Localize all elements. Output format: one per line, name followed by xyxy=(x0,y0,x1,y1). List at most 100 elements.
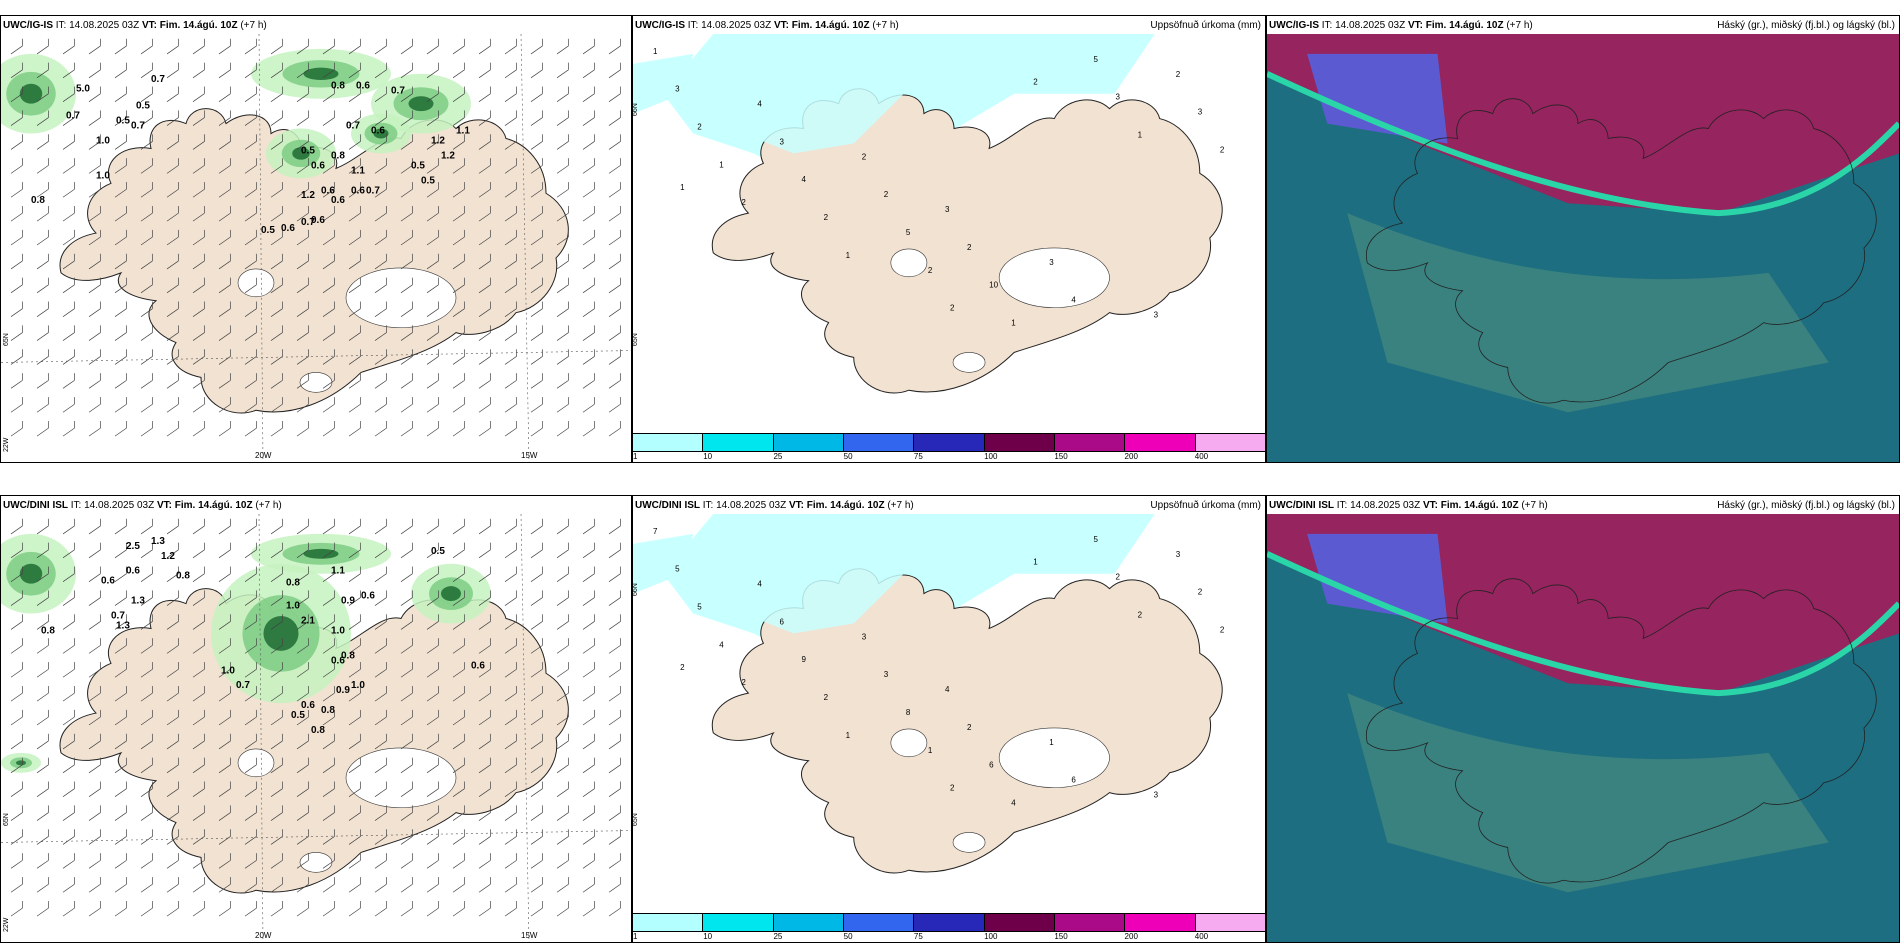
wind-barb xyxy=(166,134,179,150)
precip-value-label: 1 xyxy=(846,731,851,740)
wind-barb xyxy=(400,158,413,174)
wind-barb xyxy=(452,900,465,917)
wind-barb xyxy=(530,781,543,797)
wind-barb xyxy=(400,62,413,79)
wind-barb xyxy=(166,709,179,726)
wind-barb xyxy=(88,685,101,702)
wind-barb xyxy=(140,614,153,630)
wind-map[interactable]: 5.0 0.7 0.7 1.0 0.5 0.7 0.5 0.8 1.0 0.8 0.6 0.7 0.6 0… xyxy=(1,34,631,462)
low-cloud-band xyxy=(1267,71,1899,217)
precip-value-label: 2 xyxy=(741,198,746,207)
precip-map[interactable]: 7 4 3 4 1 3 5 6 3 2 6 3 5 9 8 6 5 2 4 2 1 4 2 2 2 1 2 1 2 2 xyxy=(633,514,1265,912)
wind-barb xyxy=(348,110,361,126)
wind-barb xyxy=(140,829,153,845)
wind-barb xyxy=(322,900,335,917)
lat-tick-66n: 66N xyxy=(632,583,639,596)
wind-barb xyxy=(374,614,387,630)
wind-value-label: 0.6 xyxy=(331,195,345,206)
precip-area xyxy=(633,53,694,114)
wind-barb xyxy=(426,86,439,102)
wind-barb xyxy=(62,590,75,606)
wind-barb xyxy=(608,662,621,678)
wind-map[interactable]: 2.5 1.3 1.2 0.6 0.6 0.8 1.3 1.3 0.7 0.8 1.0 0.7 0.8 1… xyxy=(1,514,631,942)
wind-barb xyxy=(62,62,75,79)
wind-barb xyxy=(608,229,621,246)
wind-barb xyxy=(270,733,283,750)
wind-barb xyxy=(452,349,465,365)
precip-value-label: 2 xyxy=(950,304,955,313)
cloud-map[interactable] xyxy=(1267,514,1899,942)
wind-barb xyxy=(504,397,517,413)
wind-barb xyxy=(36,110,49,126)
wind-barb xyxy=(296,182,309,198)
wind-barb xyxy=(530,685,543,702)
wind-barb xyxy=(478,518,491,535)
wind-barb xyxy=(348,877,361,893)
precip-map-svg: 7 4 3 4 1 3 5 6 3 2 6 3 5 9 8 6 5 2 4 2 1 4 2 2 2 1 2 1 2 2 xyxy=(633,514,1225,874)
wind-value-label: 0.8 xyxy=(331,150,345,161)
wind-barb xyxy=(426,349,439,365)
wind-value-label: 0.6 xyxy=(361,591,375,602)
wind-barb xyxy=(218,781,231,797)
wind-barb xyxy=(322,253,335,270)
wind-barb xyxy=(140,757,153,774)
wind-barb xyxy=(218,158,231,174)
wind-barb xyxy=(36,349,49,365)
precip-value-label: 3 xyxy=(1116,93,1121,102)
wind-barb xyxy=(218,182,231,198)
precip-area xyxy=(408,96,434,112)
wind-barb xyxy=(244,518,257,535)
wind-barb xyxy=(374,86,387,102)
wind-barb xyxy=(348,205,361,222)
mid-cloud-area xyxy=(1307,53,1448,144)
wind-barb xyxy=(426,38,439,55)
cloud-panel-bottom: UWC/DINI ISL IT: 14.08.2025 03Z VT: Fim.… xyxy=(1266,495,1900,943)
wind-barb xyxy=(114,420,127,437)
wind-barb xyxy=(88,349,101,365)
wind-barb xyxy=(322,62,335,79)
wind-barb xyxy=(322,781,335,797)
colorbar-swatch xyxy=(1195,434,1265,451)
wind-barb xyxy=(556,709,569,726)
wind-barb xyxy=(400,86,413,102)
precip-value-label: 6 xyxy=(779,617,784,626)
wind-barb xyxy=(530,542,543,559)
wind-barb xyxy=(322,805,335,821)
colorbar-swatch xyxy=(984,434,1055,451)
wind-barb xyxy=(114,757,127,774)
wind-value-label: 0.6 xyxy=(101,576,115,587)
wind-barb xyxy=(478,709,491,726)
wind-barb xyxy=(426,205,439,222)
wind-value-label: 1.2 xyxy=(441,150,455,161)
wind-barb xyxy=(530,277,543,294)
wind-barb xyxy=(296,542,309,559)
precip-value-label: 3 xyxy=(1176,550,1181,559)
wind-barb xyxy=(140,349,153,365)
wind-value-label: 0.8 xyxy=(41,625,55,636)
wind-barb xyxy=(36,420,49,437)
wind-value-label: 0.8 xyxy=(341,650,355,661)
cloud-map[interactable] xyxy=(1267,34,1899,462)
wind-barb xyxy=(36,518,49,535)
colorbar-tick-label: 150 xyxy=(1054,452,1068,461)
wind-barb xyxy=(36,205,49,222)
glacier-langjokull xyxy=(237,748,275,778)
wind-barb xyxy=(582,420,595,437)
precip-value-label: 1 xyxy=(1011,319,1016,328)
wind-barb xyxy=(478,733,491,750)
precip-value-label: 3 xyxy=(1154,791,1159,800)
wind-barb xyxy=(426,62,439,79)
wind-value-label: 1.0 xyxy=(351,680,365,691)
wind-value-label: 0.6 xyxy=(281,223,295,234)
wind-barb xyxy=(270,709,283,726)
precip-area xyxy=(292,147,310,160)
wind-barb xyxy=(374,900,387,917)
wind-barb xyxy=(478,62,491,79)
wind-barb xyxy=(166,253,179,270)
precip-value-label: 5 xyxy=(675,565,680,574)
wind-barb xyxy=(348,590,361,606)
iceland-outline xyxy=(1365,578,1877,884)
precip-map[interactable]: 1 4 2 3 3 3 3 3 2 2 4 2 2 4 5 10 5 3 1 2 2 1 3 2 2 1 2 2 1 1 xyxy=(633,34,1265,432)
wind-barb xyxy=(426,566,439,582)
wind-barb xyxy=(504,86,517,102)
